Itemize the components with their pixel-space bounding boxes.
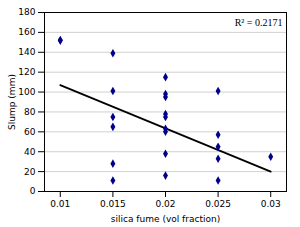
svg-text:0.02: 0.02	[155, 199, 175, 209]
svg-text:40: 40	[24, 147, 36, 157]
svg-text:60: 60	[24, 127, 36, 137]
svg-text:120: 120	[18, 67, 35, 77]
svg-text:80: 80	[24, 107, 36, 117]
svg-text:140: 140	[18, 47, 35, 57]
svg-text:R² = 0.2171: R² = 0.2171	[235, 17, 283, 28]
svg-text:0.03: 0.03	[261, 199, 281, 209]
svg-text:Slump (mm): Slump (mm)	[7, 74, 17, 130]
svg-text:0.015: 0.015	[100, 199, 126, 209]
svg-text:silica fume (vol fraction): silica fume (vol fraction)	[111, 214, 220, 224]
svg-text:0.025: 0.025	[205, 199, 231, 209]
svg-text:0.01: 0.01	[50, 199, 70, 209]
svg-text:20: 20	[24, 166, 36, 176]
svg-text:160: 160	[18, 27, 35, 37]
svg-text:0: 0	[30, 186, 36, 196]
svg-text:180: 180	[18, 7, 35, 17]
svg-text:100: 100	[18, 87, 35, 97]
